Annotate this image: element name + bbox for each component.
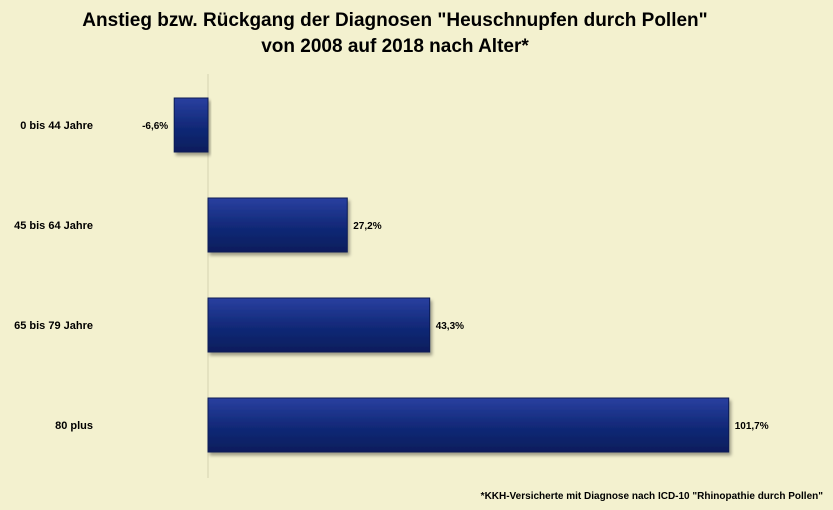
data-label-3: 43,3% [436,321,464,332]
bar-4 [207,397,730,453]
category-label-4: 80 plus [55,420,93,432]
data-label-2: 27,2% [353,221,381,232]
category-label-1: 0 bis 44 Jahre [20,120,93,132]
bar-2 [207,197,348,253]
category-label-2: 45 bis 64 Jahre [14,220,93,232]
bar-1 [173,97,209,153]
footnote: *KKH-Versicherte mit Diagnose nach ICD-1… [480,491,823,502]
category-label-3: 65 bis 79 Jahre [14,320,93,332]
chart-title: Anstieg bzw. Rückgang der Diagnosen "Heu… [0,8,790,60]
data-label-4: 101,7% [735,421,769,432]
data-label-1: -6,6% [142,121,168,132]
chart-title-line-1: Anstieg bzw. Rückgang der Diagnosen "Heu… [82,10,708,31]
bar-3 [207,297,431,353]
chart-title-line-2: von 2008 auf 2018 nach Alter* [261,36,529,57]
